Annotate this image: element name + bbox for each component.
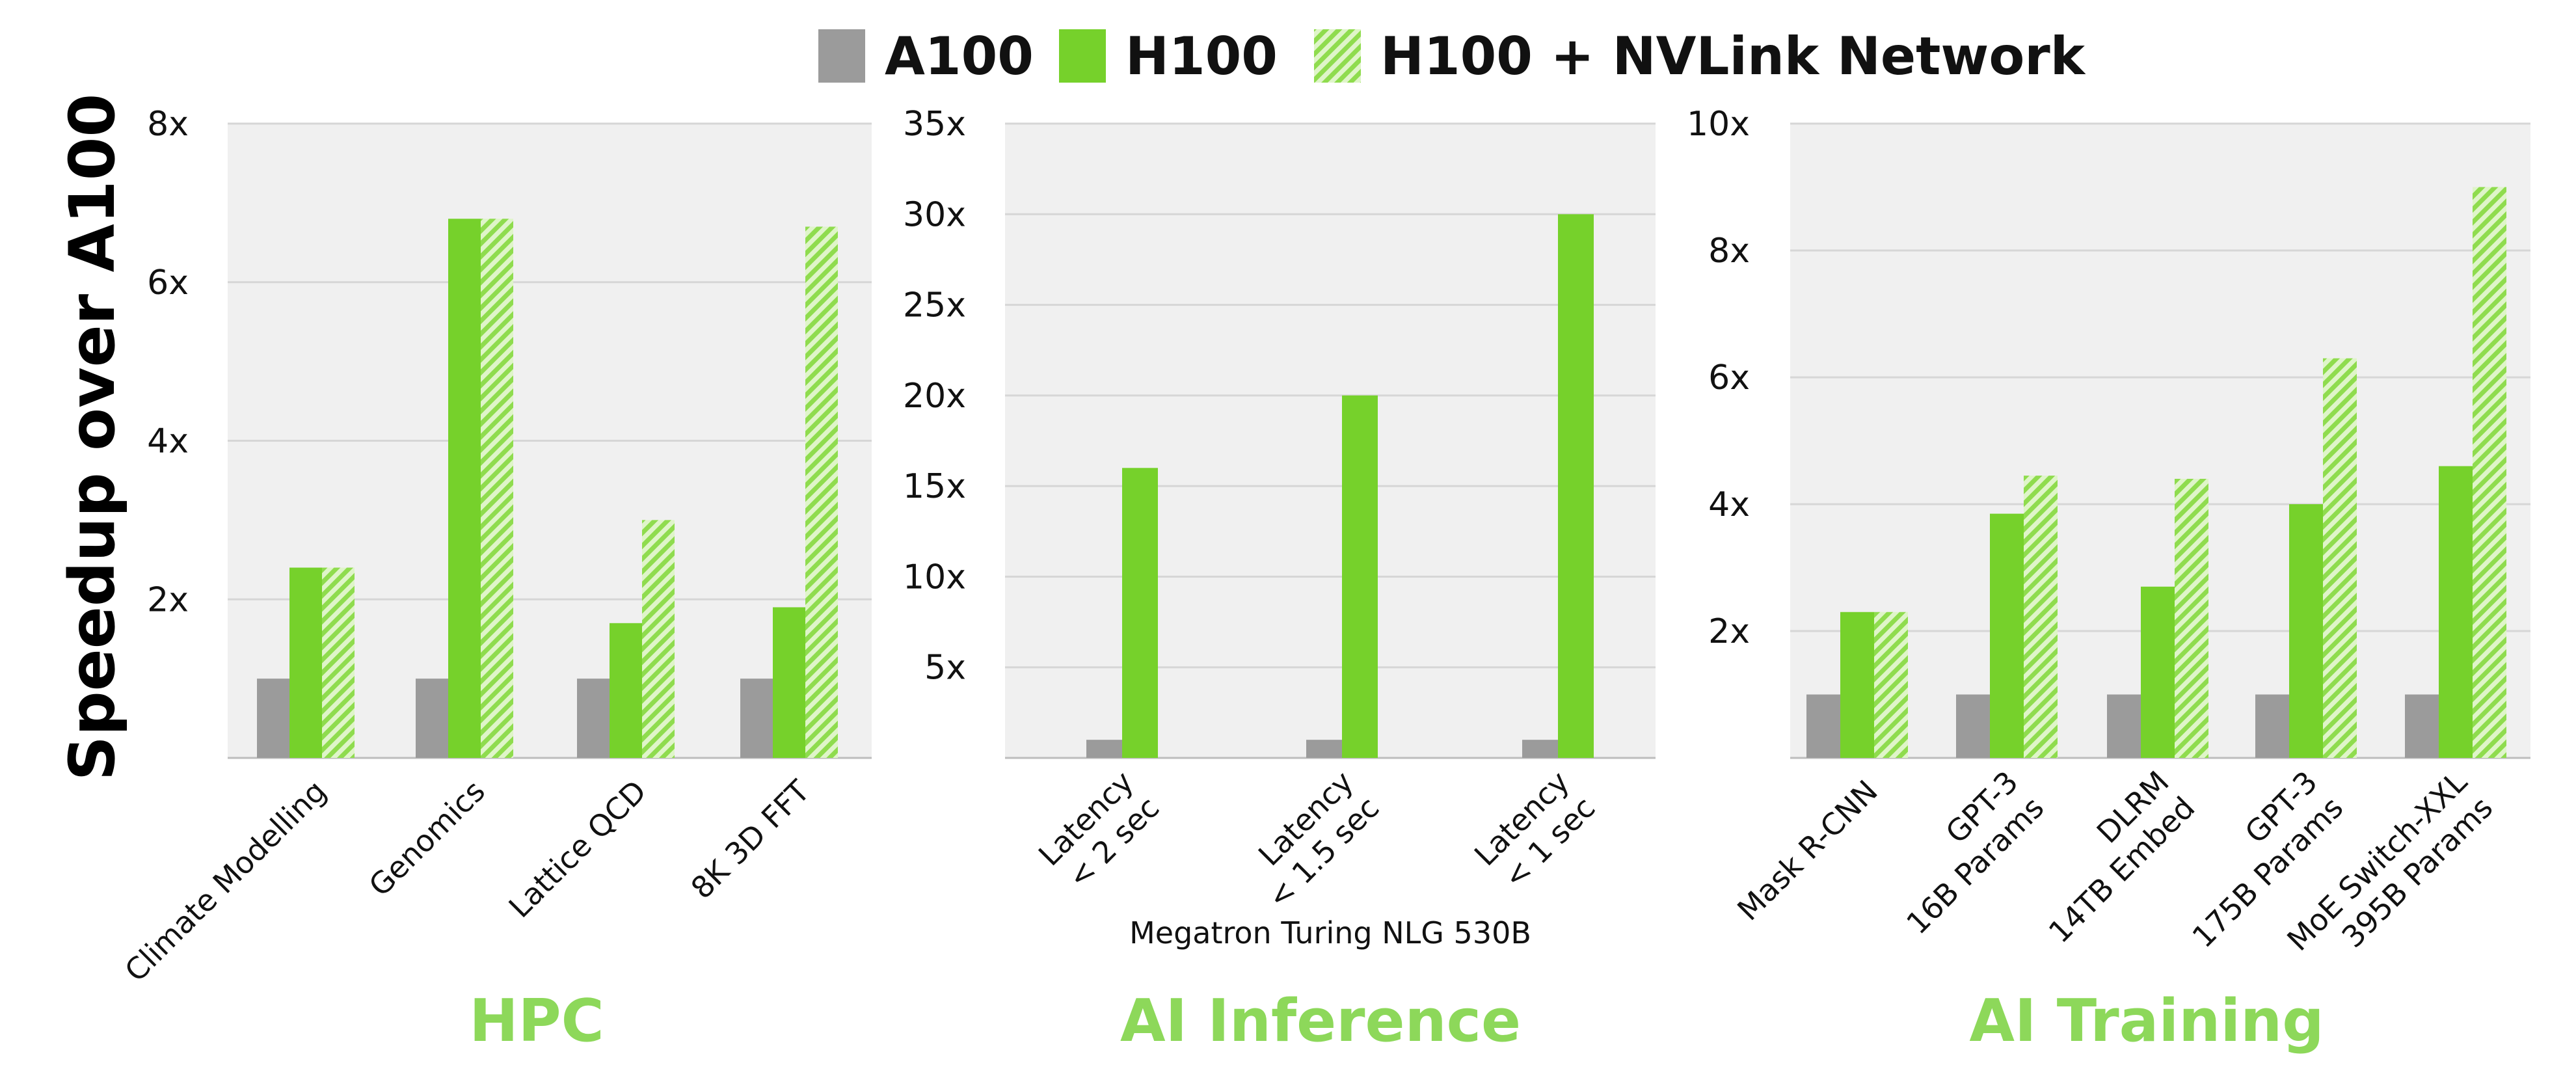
panel-hpc: 2x 4x 6x 8x Climate Modelling Genomics Lattice… [118, 105, 872, 1055]
y-tick-label: 4x [1708, 485, 1750, 524]
bar-a100-4 [2405, 694, 2439, 758]
bar-h100-1 [1342, 395, 1378, 758]
bar-h100-3 [2289, 504, 2323, 758]
panel-ai-training: 2x 4x 6x 8x 10x Mask R-CNN GPT-316B Params DLRM… [1687, 105, 2530, 1055]
legend-label-a100: A100 [885, 26, 1034, 87]
y-tick-label: 15x [903, 467, 966, 506]
x-tick-label-line: Lattice QCD [502, 774, 653, 924]
y-tick-label: 2x [1708, 612, 1750, 651]
legend-label-h100: H100 [1125, 26, 1278, 87]
bar-nvlink-4 [2473, 187, 2506, 758]
y-tick-label: 6x [147, 263, 189, 303]
group-title: AI Inference [1120, 987, 1521, 1055]
legend-label-nvlink: H100 + NVLink Network [1380, 26, 2086, 87]
y-tick-label: 4x [147, 422, 189, 461]
panel-background [1005, 124, 1656, 758]
x-tick-label-line: Climate Modelling [118, 774, 333, 989]
legend-swatch-a100 [818, 29, 865, 83]
bar-nvlink-1 [2024, 476, 2058, 758]
x-tick-label: 8K 3D FFT [684, 773, 817, 906]
bar-h100-2 [1558, 214, 1594, 758]
bar-h100-1 [448, 219, 481, 758]
legend-swatch-nvlink [1314, 29, 1361, 83]
bar-h100-0 [1840, 612, 1874, 758]
bar-nvlink-0 [1874, 612, 1908, 758]
y-tick-label: 6x [1708, 358, 1750, 397]
bar-nvlink-3 [2323, 358, 2357, 758]
y-tick-label: 30x [903, 195, 966, 234]
bar-nvlink-0 [322, 567, 355, 758]
x-tick-label: DLRM14TB Embed [2016, 764, 2201, 950]
legend-swatch-h100 [1059, 29, 1106, 83]
bar-a100-2 [2107, 694, 2141, 758]
y-tick-label: 10x [1687, 105, 1750, 144]
group-title: HPC [469, 987, 604, 1055]
y-tick-label: 5x [924, 649, 966, 688]
bar-nvlink-1 [481, 219, 513, 758]
y-tick-label: 2x [147, 580, 189, 619]
y-tick-label: 8x [1708, 232, 1750, 271]
x-tick-label: Latency< 1 sec [1468, 764, 1602, 898]
bar-h100-0 [289, 567, 322, 758]
bar-h100-2 [2141, 586, 2175, 758]
x-tick-label: Lattice QCD [502, 774, 653, 924]
bar-h100-1 [1990, 513, 2024, 758]
bar-a100-0 [1086, 740, 1122, 758]
bar-h100-4 [2439, 466, 2473, 758]
bar-a100-2 [577, 679, 610, 758]
bar-a100-3 [2255, 694, 2289, 758]
y-axis-title: Speedup over A100 [56, 94, 129, 781]
bar-a100-1 [1306, 740, 1342, 758]
panel-ai-inference: 5x 10x 15x 20x 25x 30x 35x Latency< 2 sec Latenc… [903, 105, 1656, 1055]
bar-a100-1 [1956, 694, 1990, 758]
bar-a100-3 [740, 679, 773, 758]
bar-nvlink-2 [2175, 479, 2208, 758]
bar-h100-3 [773, 607, 805, 758]
panel-subtitle: Megatron Turing NLG 530B [1129, 915, 1531, 950]
x-tick-label: Climate Modelling [118, 774, 333, 989]
x-tick-label: Latency< 1.5 sec [1235, 764, 1386, 915]
bar-a100-0 [257, 679, 289, 758]
bar-h100-2 [610, 623, 642, 758]
group-title: AI Training [1969, 987, 2324, 1055]
x-tick-label-line: Mask R-CNN [1730, 774, 1885, 928]
bar-nvlink-2 [642, 520, 675, 758]
x-tick-label: GPT-316B Params [1874, 764, 2051, 941]
chart-panels: 2x 4x 6x 8x Climate Modelling Genomics Lattice… [118, 105, 2530, 1055]
x-tick-label-line: Genomics [362, 774, 491, 903]
y-tick-label: 10x [903, 558, 966, 597]
y-tick-label: 35x [903, 105, 966, 144]
y-tick-label: 25x [903, 286, 966, 325]
bar-a100-2 [1522, 740, 1558, 758]
x-tick-label-line: 8K 3D FFT [684, 773, 817, 906]
bar-h100-0 [1122, 468, 1158, 758]
x-tick-label: Genomics [362, 774, 491, 903]
x-tick-label: Latency< 2 sec [1032, 764, 1166, 898]
x-tick-label: Mask R-CNN [1730, 774, 1885, 928]
y-axis-label: Speedup over A100 [56, 94, 129, 781]
bar-a100-1 [416, 679, 448, 758]
bar-nvlink-3 [805, 226, 838, 758]
y-tick-label: 20x [903, 377, 966, 416]
legend: A100 H100 H100 + NVLink Network [818, 26, 2086, 87]
bar-a100-0 [1806, 694, 1840, 758]
y-tick-label: 8x [147, 105, 189, 144]
